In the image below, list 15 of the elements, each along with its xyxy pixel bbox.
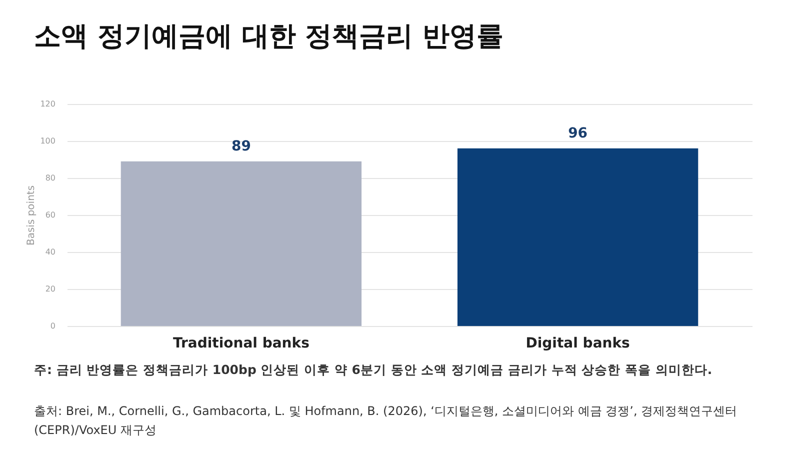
- y-tick-label: 80: [45, 174, 56, 182]
- x-tick-label: Digital banks: [526, 336, 630, 352]
- y-tick-label: 60: [45, 210, 56, 220]
- x-tick-label: Traditional banks: [172, 336, 310, 352]
- y-axis-title: Basis points: [26, 185, 38, 246]
- data-label: 96: [568, 125, 588, 142]
- y-tick-label: 40: [45, 248, 56, 256]
- chart-title: 소액 정기예금에 대한 정책금리 반영률: [34, 20, 504, 54]
- y-tick-label: 100: [40, 136, 56, 146]
- source-note: 출처: Brei, M., Cornelli, G., Gambacorta, L. 및 Hofmann, B. (2026), ‘디지털은행, 소셜미디어와 예금 경쟁’, 경제정책연구센터(CEPR)/VoxEU 재구성: [34, 403, 738, 439]
- y-tick-label: 0: [50, 322, 56, 330]
- y-tick-label: 120: [40, 100, 56, 108]
- data-label: 89: [231, 138, 251, 154]
- y-tick-label: 20: [45, 284, 56, 294]
- text: 주: 금리 반영률은 정책금리가 100bp 인상된 이후 약 6분기 동안 소액 정기예금 금리가 누적 상승한 폭을 의미한다.: [34, 361, 714, 379]
